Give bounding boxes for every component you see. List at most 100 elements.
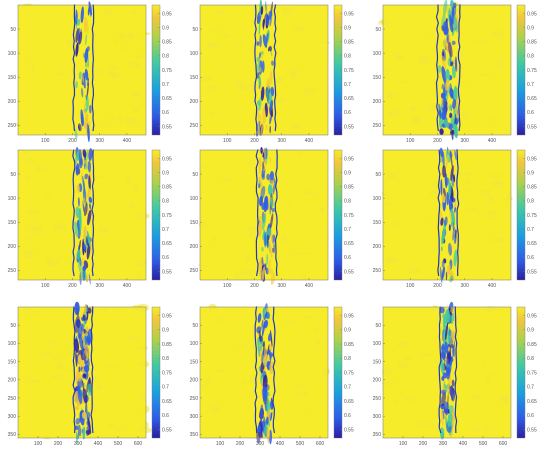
field-speckle	[117, 115, 123, 123]
band-streak	[86, 82, 89, 100]
y-tick-label: 100	[8, 51, 17, 57]
band-streak	[86, 242, 91, 260]
band-streak	[452, 222, 455, 231]
colorbar-tick-label: 0.85	[344, 40, 354, 46]
colorbar-tick-label: 0.75	[344, 213, 354, 219]
y-tick-label: 200	[373, 99, 382, 105]
plot-frame	[199, 306, 329, 439]
band-streak	[449, 83, 453, 97]
band-streak	[452, 99, 457, 110]
band-streak	[74, 129, 78, 140]
colorbar-tick-label: 0.8	[162, 199, 169, 205]
band-streak	[441, 376, 445, 381]
field-speckle	[409, 106, 417, 112]
band-streak	[75, 9, 78, 25]
band-streak	[445, 68, 450, 83]
field-speckle	[290, 124, 301, 130]
band-streak	[441, 193, 446, 204]
colorbar-tick-label: 0.75	[162, 370, 172, 376]
field-speckle	[507, 192, 512, 199]
field-speckle	[44, 194, 52, 200]
band-streak	[260, 377, 264, 389]
y-tick-label: 50	[192, 323, 198, 329]
band-right-edge	[272, 306, 276, 434]
band-streak	[450, 165, 454, 182]
band-streak	[261, 60, 265, 73]
band-streak	[442, 21, 448, 35]
colorbar-tick-label: 0.6	[527, 255, 534, 261]
y-tick-label: 150	[8, 220, 17, 226]
band-streak	[268, 242, 273, 259]
band-streak	[451, 40, 456, 46]
colorbar-tick-label: 0.65	[162, 96, 172, 102]
band-streak	[87, 383, 93, 396]
band-streak	[449, 112, 453, 119]
y-tick-label: 250	[373, 396, 382, 402]
field-speckle	[502, 398, 509, 406]
colorbar-tick-label: 0.6	[344, 255, 351, 261]
band-streak	[269, 125, 271, 134]
field-speckle	[109, 117, 114, 121]
colorbar-tick-label: 0.55	[344, 269, 354, 275]
field-speckle	[424, 222, 435, 225]
band-streak	[269, 361, 275, 375]
band-streak	[261, 246, 264, 252]
field-speckle	[52, 374, 64, 380]
x-tick-label: 300	[96, 283, 105, 289]
colorbar-tick-label: 0.75	[162, 68, 172, 74]
field-speckle	[305, 409, 310, 413]
field-speckle	[394, 53, 404, 61]
field-speckle	[208, 303, 217, 311]
y-tick-label: 300	[373, 414, 382, 420]
field-speckle	[55, 72, 66, 76]
field-speckle	[124, 117, 138, 125]
band-right-edge	[274, 149, 278, 277]
band-streak	[87, 124, 90, 143]
band-streak	[264, 402, 268, 412]
band-streak	[447, 182, 452, 199]
field-speckle	[470, 393, 481, 400]
band-streak	[265, 416, 269, 426]
band-streak	[84, 102, 86, 117]
band-streak	[269, 156, 272, 163]
x-tick-label: 200	[250, 283, 259, 289]
colorbar-tick-label: 0.9	[162, 170, 169, 176]
field-speckle	[107, 66, 119, 71]
band-streak	[444, 308, 450, 325]
field-speckle	[479, 189, 491, 196]
colorbar-tick-label: 0.6	[527, 110, 534, 116]
field-speckle	[383, 67, 391, 72]
field-speckle	[378, 19, 391, 26]
band-streak	[256, 56, 261, 63]
colorbar-tick-label: 0.85	[527, 185, 537, 191]
field-speckle	[494, 60, 504, 68]
x-tick-label: 200	[250, 138, 259, 144]
band-streak	[266, 173, 271, 181]
band-streak	[88, 175, 91, 191]
band-streak	[76, 371, 82, 382]
band-streak	[451, 379, 455, 387]
x-tick-label: 300	[461, 138, 470, 144]
field-speckle	[248, 158, 253, 166]
x-tick-label: 200	[433, 138, 442, 144]
field-speckle	[392, 399, 398, 404]
colorbar-tick-label: 0.95	[344, 156, 354, 162]
band-streak	[444, 216, 448, 227]
band-streak	[269, 45, 272, 52]
band-streak	[441, 66, 447, 84]
y-tick-label: 250	[190, 396, 199, 402]
x-tick-label: 400	[276, 441, 285, 447]
colorbar-tick-label: 0.55	[527, 427, 537, 433]
field-speckle	[51, 356, 61, 359]
band-streak	[444, 341, 449, 357]
field-speckle	[214, 368, 226, 373]
band-streak	[75, 153, 78, 164]
band-streak	[262, 161, 264, 170]
band-streak	[448, 41, 453, 58]
band-streak	[265, 12, 269, 27]
field-speckle	[197, 264, 209, 267]
field-speckle	[235, 344, 248, 347]
colorbar-tick-label: 0.55	[344, 427, 354, 433]
band-streak	[454, 103, 458, 119]
band-streak	[441, 389, 446, 395]
